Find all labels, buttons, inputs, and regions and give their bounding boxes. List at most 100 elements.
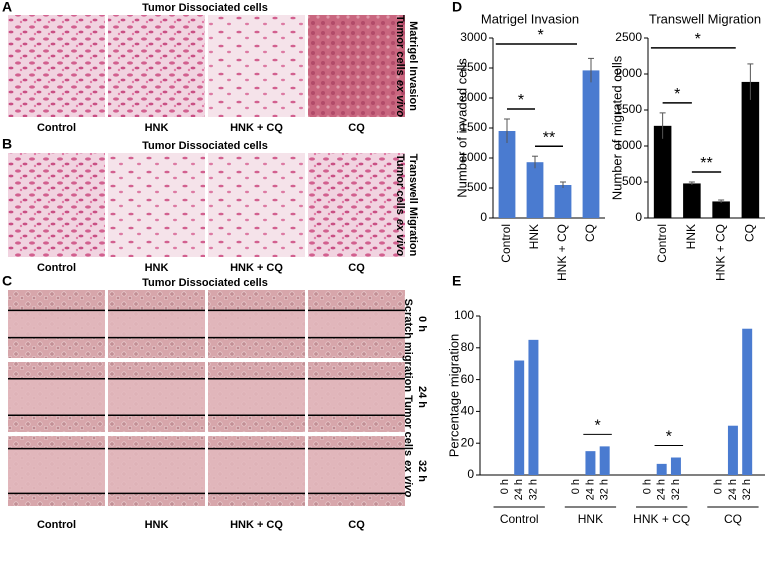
y-tick-label: 40: [461, 404, 475, 418]
scratch-gap: [108, 378, 205, 416]
x-tick-label: CQ: [743, 224, 757, 242]
column-label: HNK: [145, 122, 169, 134]
x-tick-label: HNK: [527, 224, 541, 249]
scratch-gap: [8, 378, 105, 416]
bar: [585, 451, 596, 475]
column-label: CQ: [348, 262, 365, 274]
panel-label: E: [452, 273, 461, 289]
side-label-italic: ex vivo: [394, 80, 406, 118]
micrograph: [208, 15, 305, 117]
scratch-gap: [208, 378, 305, 416]
micrograph: [108, 153, 205, 257]
significance-label: *: [666, 429, 672, 446]
bar: [528, 339, 539, 475]
column-label: HNK + CQ: [230, 262, 283, 274]
scratch-gap: [308, 448, 405, 494]
y-tick-label: 60: [461, 372, 475, 386]
y-tick-label: 0: [480, 210, 487, 224]
y-tick-label: 1000: [615, 138, 642, 152]
bar: [741, 81, 760, 218]
side-label: Scratch migration Tumor cells ex vivo: [402, 299, 414, 498]
micrograph: [208, 153, 305, 257]
y-tick-label: 2500: [460, 60, 487, 74]
group-label: Control: [500, 512, 539, 526]
x-tick-label: 32 h: [741, 479, 753, 500]
y-tick-label: 2500: [615, 30, 642, 44]
y-tick-label: 1000: [460, 150, 487, 164]
significance-label: *: [695, 31, 701, 48]
bar: [712, 201, 730, 218]
scratch-gap: [8, 448, 105, 494]
bar: [498, 131, 516, 218]
group-label: HNK: [578, 512, 603, 526]
x-tick-label: HNK: [684, 224, 698, 249]
y-axis-label: Percentage migration: [446, 334, 461, 458]
y-axis-label: Number of migrated cells: [609, 55, 624, 200]
y-tick-label: 1500: [460, 120, 487, 134]
y-tick-label: 2000: [460, 90, 487, 104]
micrograph: [8, 153, 105, 257]
x-tick-label: 0 h: [641, 479, 653, 494]
x-tick-label: HNK + CQ: [713, 224, 727, 281]
micrograph: [308, 15, 405, 117]
row-label: 32 h: [416, 460, 428, 482]
chart-title: Transwell Migration: [649, 11, 761, 26]
column-label: HNK: [145, 519, 169, 531]
significance-label: **: [700, 155, 712, 172]
significance-label: *: [518, 92, 524, 109]
y-tick-label: 3000: [460, 30, 487, 44]
side-label-line: Tumor cells: [394, 154, 406, 215]
side-label-line: Tumor cells: [394, 15, 406, 76]
scratch-gap: [308, 378, 405, 416]
y-tick-label: 80: [461, 340, 475, 354]
x-tick-label: 32 h: [527, 479, 539, 500]
x-tick-label: HNK + CQ: [555, 224, 569, 281]
micrographs: [8, 15, 405, 506]
panel-label: D: [452, 0, 462, 15]
panel-label: B: [2, 136, 12, 152]
bar: [554, 185, 572, 218]
column-label: HNK: [145, 262, 169, 274]
panel-label: A: [2, 0, 12, 15]
row-label: 0 h: [416, 316, 428, 332]
group-label: HNK + CQ: [633, 512, 690, 526]
column-label: HNK + CQ: [230, 122, 283, 134]
group-label: CQ: [724, 512, 742, 526]
panel-label: C: [2, 273, 12, 289]
scratch-gap: [8, 310, 105, 338]
y-tick-label: 1500: [615, 102, 642, 116]
bar: [582, 70, 600, 219]
panel-title: Tumor Dissociated cells: [142, 277, 268, 289]
x-tick-label: 24 h: [513, 479, 525, 500]
x-tick-label: 24 h: [656, 479, 668, 500]
y-tick-label: 500: [467, 180, 487, 194]
column-label: CQ: [348, 519, 365, 531]
side-label-line: Scratch migration Tumor cells: [402, 299, 414, 457]
panel-title: Tumor Dissociated cells: [142, 140, 268, 152]
chart-title: Matrigel Invasion: [481, 11, 579, 26]
bar: [653, 125, 672, 218]
bar: [656, 463, 667, 475]
column-label: Control: [37, 519, 76, 531]
side-label-line: Transwell Migration: [407, 154, 419, 257]
y-tick-label: 500: [622, 174, 642, 188]
x-tick-label: 0 h: [713, 479, 725, 494]
column-label: CQ: [348, 122, 365, 134]
side-label: Matrigel InvasionTumor cells ex vivo: [394, 15, 419, 118]
row-label: 24 h: [416, 386, 428, 408]
bar: [727, 425, 738, 475]
side-label-line: Matrigel Invasion: [407, 21, 419, 111]
side-label-italic: ex vivo: [394, 219, 406, 257]
significance-label: **: [543, 129, 555, 146]
bar: [742, 328, 753, 475]
micrograph: [308, 153, 405, 257]
column-label: HNK + CQ: [230, 519, 283, 531]
side-label-italic: ex vivo: [402, 460, 414, 498]
micrograph: [8, 15, 105, 117]
scratch-gap: [208, 310, 305, 338]
bar: [670, 457, 681, 475]
bar: [599, 446, 610, 475]
micrograph: [108, 15, 205, 117]
column-label: Control: [37, 122, 76, 134]
